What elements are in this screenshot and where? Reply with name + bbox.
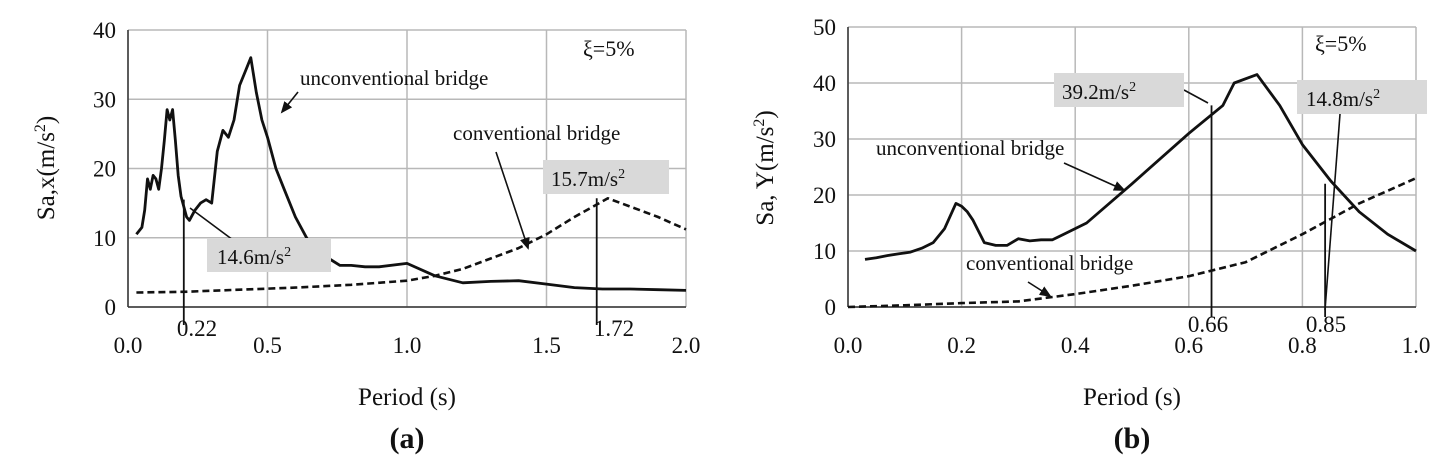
tick-labels: 0.0 0.2 0.4 0.6 0.8 1.0 0 10 20 30 40 50 <box>813 15 1430 358</box>
callout-box: 14.8m/s2 <box>1297 80 1427 114</box>
series-line-unconventional <box>135 56 687 292</box>
series-label-unconventional: unconventional bridge <box>876 136 1064 160</box>
y-tick-label: 0 <box>105 295 117 320</box>
damping-label: ξ=5% <box>1315 31 1367 56</box>
x-axis-title: Period (s) <box>358 384 456 411</box>
series-label-unconventional: unconventional bridge <box>300 66 488 90</box>
y-tick-label: 30 <box>93 87 116 112</box>
annotation-arrow <box>1027 281 1052 298</box>
svg-text:39.2m/s2: 39.2m/s2 <box>1062 80 1136 104</box>
annotation-arrow <box>1063 162 1126 191</box>
chart-panel-b: 0.0 0.2 0.4 0.6 0.8 1.0 0 10 20 30 40 50 ξ=5% Perio… <box>751 15 1430 455</box>
annotation-arrow <box>280 91 299 114</box>
marked-period-label: 0.85 <box>1306 312 1346 337</box>
damping-label: ξ=5% <box>583 36 635 61</box>
x-axis-title: Period (s) <box>1083 384 1181 411</box>
callout-box: 39.2m/s2 <box>1054 73 1184 107</box>
panel-label: (b) <box>1114 422 1151 455</box>
callout-leader <box>1183 89 1209 104</box>
y-tick-label: 40 <box>93 18 116 43</box>
x-tick-label: 0.0 <box>114 333 143 358</box>
y-tick-label: 0 <box>825 295 837 320</box>
svg-text:14.8m/s2: 14.8m/s2 <box>1306 87 1380 111</box>
y-tick-label: 50 <box>813 15 836 40</box>
y-tick-label: 40 <box>813 71 836 96</box>
svg-text:14.6m/s2: 14.6m/s2 <box>217 245 291 269</box>
x-tick-label: 0.0 <box>834 333 863 358</box>
series-line-unconventional <box>864 73 1417 261</box>
x-tick-label: 0.4 <box>1061 333 1090 358</box>
y-tick-label: 20 <box>93 157 116 182</box>
annotation-arrow <box>495 151 530 250</box>
callout-leader <box>1324 113 1341 311</box>
series-layer <box>847 73 1417 309</box>
marked-period-label: 0.22 <box>177 316 217 341</box>
y-tick-label: 20 <box>813 183 836 208</box>
series-line-conventional <box>136 197 687 294</box>
svg-text:15.7m/s2: 15.7m/s2 <box>551 167 625 191</box>
series-label-conventional: conventional bridge <box>453 121 620 145</box>
x-tick-label: 2.0 <box>672 333 701 358</box>
annotations <box>182 91 598 325</box>
callout-leader <box>189 207 234 241</box>
tick-labels: 0.0 0.5 1.0 1.5 2.0 0 10 20 30 40 <box>93 18 700 358</box>
marked-period-label: 0.66 <box>1188 312 1228 337</box>
y-tick-label: 10 <box>813 239 836 264</box>
series-label-conventional: conventional bridge <box>966 251 1133 275</box>
x-tick-label: 0.6 <box>1174 333 1203 358</box>
x-tick-label: 0.2 <box>947 333 976 358</box>
callout-box: 14.6m/s2 <box>207 238 331 272</box>
x-tick-label: 0.5 <box>253 333 282 358</box>
y-axis-title: Sa, Y(m/s2) <box>751 110 779 225</box>
callout-box: 15.7m/s2 <box>543 160 669 194</box>
x-tick-label: 0.8 <box>1288 333 1317 358</box>
x-tick-label: 1.0 <box>393 333 422 358</box>
x-tick-label: 1.5 <box>532 333 561 358</box>
y-axis-title: Sa,x(m/s2) <box>32 116 60 221</box>
chart-panel-a: 0.0 0.5 1.0 1.5 2.0 0 10 20 30 40 ξ=5% Period (s)… <box>32 18 700 455</box>
y-tick-label: 10 <box>93 226 116 251</box>
y-tick-label: 30 <box>813 127 836 152</box>
x-tick-label: 1.0 <box>1402 333 1431 358</box>
series-line-conventional <box>847 177 1417 309</box>
gridlines <box>127 29 687 308</box>
panel-label: (a) <box>390 422 425 455</box>
annotations <box>1027 89 1341 317</box>
series-layer <box>135 56 687 294</box>
marked-period-label: 1.72 <box>594 316 634 341</box>
